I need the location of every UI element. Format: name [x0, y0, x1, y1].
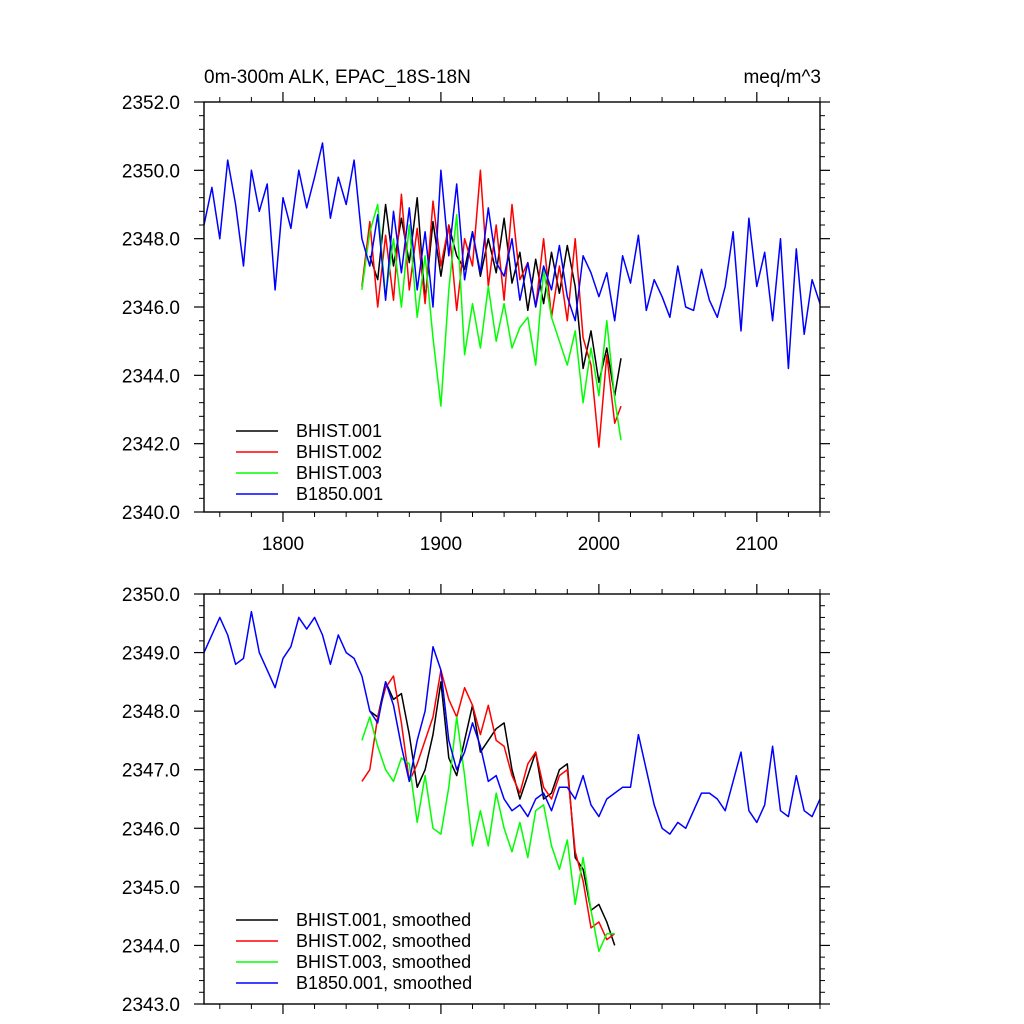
legend-label: BHIST.002, smoothed — [296, 931, 471, 951]
y-tick-label: 2343.0 — [122, 995, 180, 1016]
series-line-2 — [361, 669, 616, 941]
x-tick-label: 1800 — [262, 534, 304, 555]
bottom-plot-frame — [203, 593, 821, 1005]
y-tick-label: 2348.0 — [122, 702, 180, 723]
y-tick-label: 2352.0 — [122, 93, 180, 114]
y-tick-label: 2350.0 — [122, 161, 180, 182]
y-tick-label: 2346.0 — [122, 819, 180, 840]
y-tick-label: 2348.0 — [122, 230, 180, 251]
top-plot-frame — [203, 101, 821, 513]
y-tick-label: 2344.0 — [122, 366, 180, 387]
chart-title: 0m-300m ALK, EPAC_18S-18N — [204, 67, 471, 88]
y-tick-label: 2350.0 — [122, 585, 180, 606]
y-tick-label: 2344.0 — [122, 936, 180, 957]
x-tick-label: 2000 — [578, 534, 620, 555]
series-line-3 — [361, 203, 622, 441]
legend-label: BHIST.001, smoothed — [296, 910, 471, 930]
legend-label: B1850.001 — [296, 484, 383, 504]
top-axes: 2340.0 2342.0 2344.0 2346.0 2348.0 2350.0 2352… — [122, 92, 830, 555]
y-tick-label: 2345.0 — [122, 878, 180, 899]
legend-label: B1850.001, smoothed — [296, 973, 472, 993]
y-tick-label: 2347.0 — [122, 761, 180, 782]
series-line-4 — [203, 142, 821, 370]
y-tick-label: 2340.0 — [122, 503, 180, 524]
series-line-4 — [203, 610, 821, 835]
units-label: meq/m^3 — [743, 67, 821, 88]
legend-label: BHIST.001 — [296, 421, 382, 441]
legend-label: BHIST.003, smoothed — [296, 952, 471, 972]
y-tick-label: 2346.0 — [122, 298, 180, 319]
bottom-series-group — [203, 610, 821, 953]
x-tick-label: 2100 — [736, 534, 778, 555]
bottom-panel: 2343.0 2344.0 2345.0 2346.0 2347.0 2348.0 2349… — [122, 584, 830, 1016]
y-tick-label: 2342.0 — [122, 435, 180, 456]
top-panel: 0m-300m ALK, EPAC_18S-18N meq/m^3 2340.0… — [122, 67, 830, 555]
legend-label: BHIST.003 — [296, 463, 382, 483]
bottom-axes: 2343.0 2344.0 2345.0 2346.0 2347.0 2348.0 2349… — [122, 584, 830, 1016]
top-series-group — [203, 142, 821, 448]
legend-label: BHIST.002 — [296, 442, 382, 462]
x-tick-label: 1900 — [420, 534, 462, 555]
y-tick-label: 2349.0 — [122, 644, 180, 665]
